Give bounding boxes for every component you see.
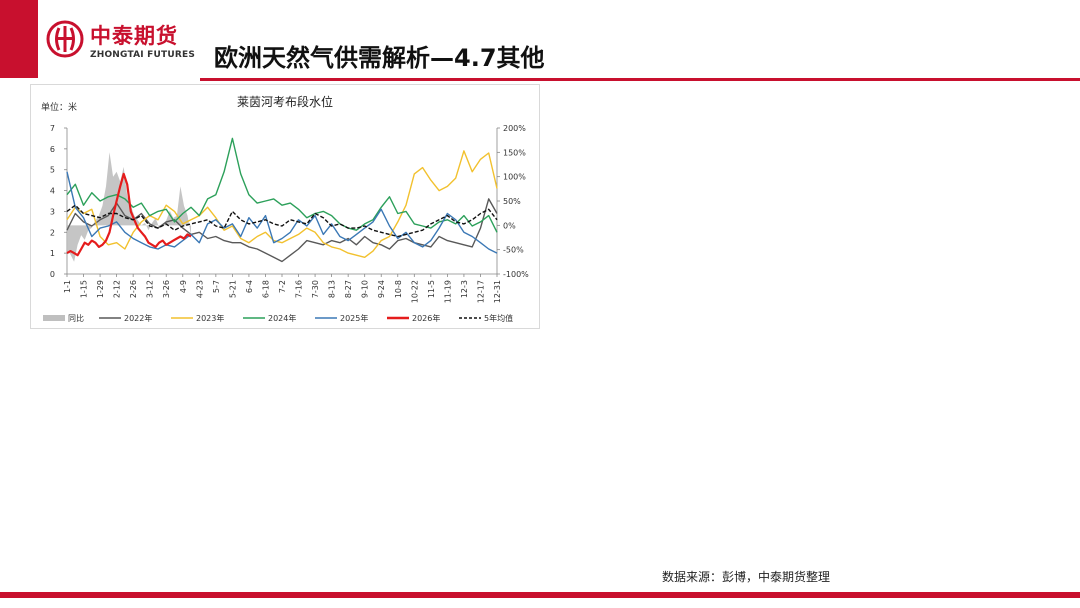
left-accent-bar [0, 0, 38, 78]
x-tick-label: 9-24 [377, 280, 386, 298]
right-tick-label: 0% [503, 221, 516, 230]
series-line-2023 [66, 150, 498, 258]
x-tick-label: 10-8 [394, 280, 403, 298]
legend-label: 2022年 [124, 313, 152, 323]
right-tick-label: 50% [503, 197, 521, 206]
x-tick-label: 4-9 [179, 280, 188, 293]
legend-label: 2026年 [412, 313, 440, 323]
x-tick-label: 10-22 [410, 280, 419, 303]
legend-label: 2025年 [340, 313, 368, 323]
x-tick-label: 9-10 [361, 280, 370, 298]
right-tick-label: -50% [503, 246, 524, 255]
x-tick-label: 3-12 [146, 280, 155, 298]
brand-logo: 中泰期货 ZHONGTAI FUTURES [46, 18, 196, 66]
legend-label: 2024年 [268, 313, 296, 323]
left-tick-label: 7 [50, 124, 55, 133]
x-tick-label: 1-15 [80, 280, 89, 298]
x-tick-label: 1-29 [96, 280, 105, 298]
unit-label: 单位：米 [41, 101, 77, 113]
x-tick-label: 5-7 [212, 280, 221, 293]
legend-label: 5年均值 [484, 313, 513, 323]
right-tick-label: 150% [503, 148, 526, 157]
chart-title: 莱茵河考布段水位 [237, 94, 333, 109]
chart-panel: 莱茵河考布段水位 单位：米 0 1 2 3 4 5 6 7 -100% -50% 0% 50% 100%… [30, 84, 540, 329]
x-tick-label: 7-16 [295, 280, 304, 298]
left-tick-label: 0 [50, 270, 55, 279]
series-line-202five-year-avg [66, 171, 498, 254]
left-tick-label: 1 [50, 249, 55, 258]
brand-name-en: ZHONGTAI FUTURES [90, 50, 196, 60]
left-tick-label: 5 [50, 166, 55, 175]
footer-divider [0, 592, 1080, 598]
x-tick-label: 12-31 [493, 280, 502, 303]
series-yoy-area [67, 152, 192, 262]
x-tick-label: 11-5 [427, 280, 436, 298]
series-line-2024 [66, 137, 498, 233]
water-level-chart: 莱茵河考布段水位 单位：米 0 1 2 3 4 5 6 7 -100% -50% 0% 50% 100%… [41, 94, 529, 323]
x-tick-label: 3-26 [162, 280, 171, 298]
x-tick-label: 6-18 [261, 280, 270, 298]
left-tick-label: 2 [50, 228, 55, 237]
x-tick-label: 12-3 [460, 280, 469, 298]
brand-logo-icon [46, 20, 84, 58]
x-tick-label: 8-13 [328, 280, 337, 298]
legend-swatch [43, 315, 65, 321]
header-divider [200, 78, 1080, 81]
plot-area: 0 1 2 3 4 5 6 7 -100% -50% 0% 50% 100% 150% 200% 1-1 1-1… [50, 124, 529, 303]
left-tick-label: 6 [50, 145, 55, 154]
x-tick-label: 7-30 [311, 280, 320, 298]
left-tick-label: 4 [50, 187, 55, 196]
right-tick-label: -100% [503, 270, 529, 279]
x-tick-label: 11-19 [443, 280, 452, 303]
page-title: 欧洲天然气供需解析—4.7其他 [214, 44, 545, 72]
data-source-note: 数据来源：彭博，中泰期货整理 [662, 570, 831, 584]
x-tick-label: 8-27 [344, 280, 353, 298]
right-tick-label: 200% [503, 124, 526, 133]
chart-legend: 同比 2022年 2023年 2024年 2025年 2026年 5年均值 [43, 313, 513, 323]
legend-label: 同比 [68, 313, 84, 323]
x-tick-label: 2-12 [113, 280, 122, 298]
brand-name-cn: 中泰期货 [90, 24, 178, 48]
legend-label: 2023年 [196, 313, 224, 323]
x-tick-label: 2-26 [129, 280, 138, 298]
series-line-2026 [66, 172, 192, 257]
series-line-five-year-avg均值 [66, 204, 498, 238]
x-tick-label: 4-23 [195, 280, 204, 298]
x-tick-label: 12-17 [476, 280, 485, 303]
right-tick-label: 100% [503, 173, 526, 182]
x-tick-label: 7-2 [278, 280, 287, 293]
left-tick-label: 3 [50, 207, 55, 216]
x-tick-label: 5-21 [228, 280, 237, 298]
x-tick-label: 6-4 [245, 280, 254, 293]
x-tick-label: 1-1 [63, 280, 72, 293]
